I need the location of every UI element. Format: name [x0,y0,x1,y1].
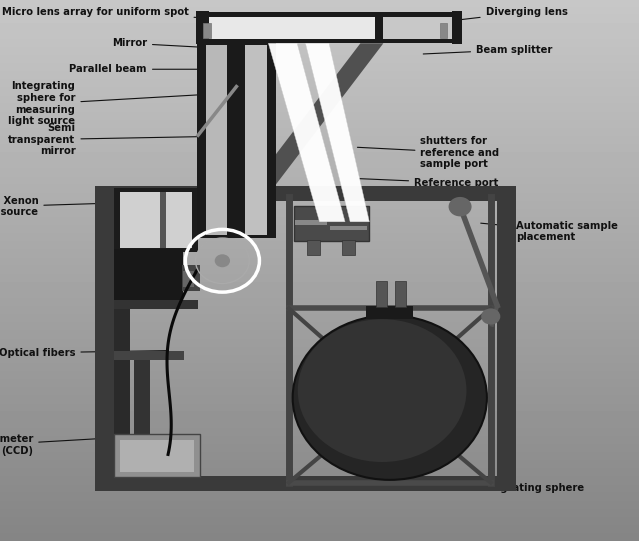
FancyBboxPatch shape [366,306,413,319]
Circle shape [481,308,500,325]
FancyBboxPatch shape [295,220,327,225]
FancyBboxPatch shape [114,249,183,307]
Text: Mirror: Mirror [112,38,226,49]
FancyBboxPatch shape [203,23,211,38]
FancyBboxPatch shape [196,11,209,44]
Polygon shape [305,43,369,222]
FancyBboxPatch shape [377,12,383,43]
FancyBboxPatch shape [120,192,192,248]
FancyBboxPatch shape [114,300,198,309]
FancyBboxPatch shape [95,187,114,491]
Text: Integrating
sphere for
measuring
light source: Integrating sphere for measuring light s… [8,82,227,126]
Circle shape [293,315,487,480]
FancyBboxPatch shape [236,41,276,238]
FancyBboxPatch shape [114,434,200,477]
FancyBboxPatch shape [206,45,227,235]
Text: Sample port: Sample port [359,190,483,201]
Text: Integrating sphere: Integrating sphere [423,477,584,493]
Text: Parallel beam: Parallel beam [70,64,233,74]
Text: Automatic sample
placement: Automatic sample placement [481,221,618,242]
FancyBboxPatch shape [383,17,452,39]
FancyBboxPatch shape [497,187,516,491]
FancyBboxPatch shape [376,281,387,307]
Text: Micro lens array for uniform spot: Micro lens array for uniform spot [2,7,291,23]
FancyBboxPatch shape [120,440,194,472]
FancyBboxPatch shape [95,476,516,491]
Text: Semi
transparent
mirror: Semi transparent mirror [8,123,215,156]
FancyBboxPatch shape [134,360,150,476]
FancyBboxPatch shape [114,188,198,252]
FancyBboxPatch shape [114,306,130,476]
Text: Reference port: Reference port [359,178,498,188]
FancyBboxPatch shape [294,206,369,241]
FancyBboxPatch shape [183,270,194,287]
FancyBboxPatch shape [197,41,236,238]
FancyBboxPatch shape [440,23,447,38]
Polygon shape [212,43,383,238]
FancyBboxPatch shape [330,226,367,230]
FancyBboxPatch shape [206,17,375,39]
FancyBboxPatch shape [114,351,184,360]
FancyBboxPatch shape [182,265,200,291]
FancyBboxPatch shape [342,240,355,255]
FancyBboxPatch shape [198,12,457,43]
Circle shape [298,319,466,462]
Text: Diverging lens: Diverging lens [437,7,567,22]
FancyBboxPatch shape [245,45,267,235]
Text: Spectrometer
(CCD): Spectrometer (CCD) [0,434,151,456]
FancyBboxPatch shape [307,240,320,255]
Text: 2000 W Xenon
light source: 2000 W Xenon light source [0,196,169,217]
Text: Beam splitter: Beam splitter [423,45,553,55]
Circle shape [215,254,230,267]
Polygon shape [268,43,345,222]
FancyBboxPatch shape [452,11,462,44]
Text: shutters for
reference and
sample port: shutters for reference and sample port [357,136,500,169]
Text: Optical fibers: Optical fibers [0,348,169,358]
FancyBboxPatch shape [160,192,166,248]
FancyBboxPatch shape [395,281,406,307]
Circle shape [449,197,472,216]
FancyBboxPatch shape [95,186,516,201]
